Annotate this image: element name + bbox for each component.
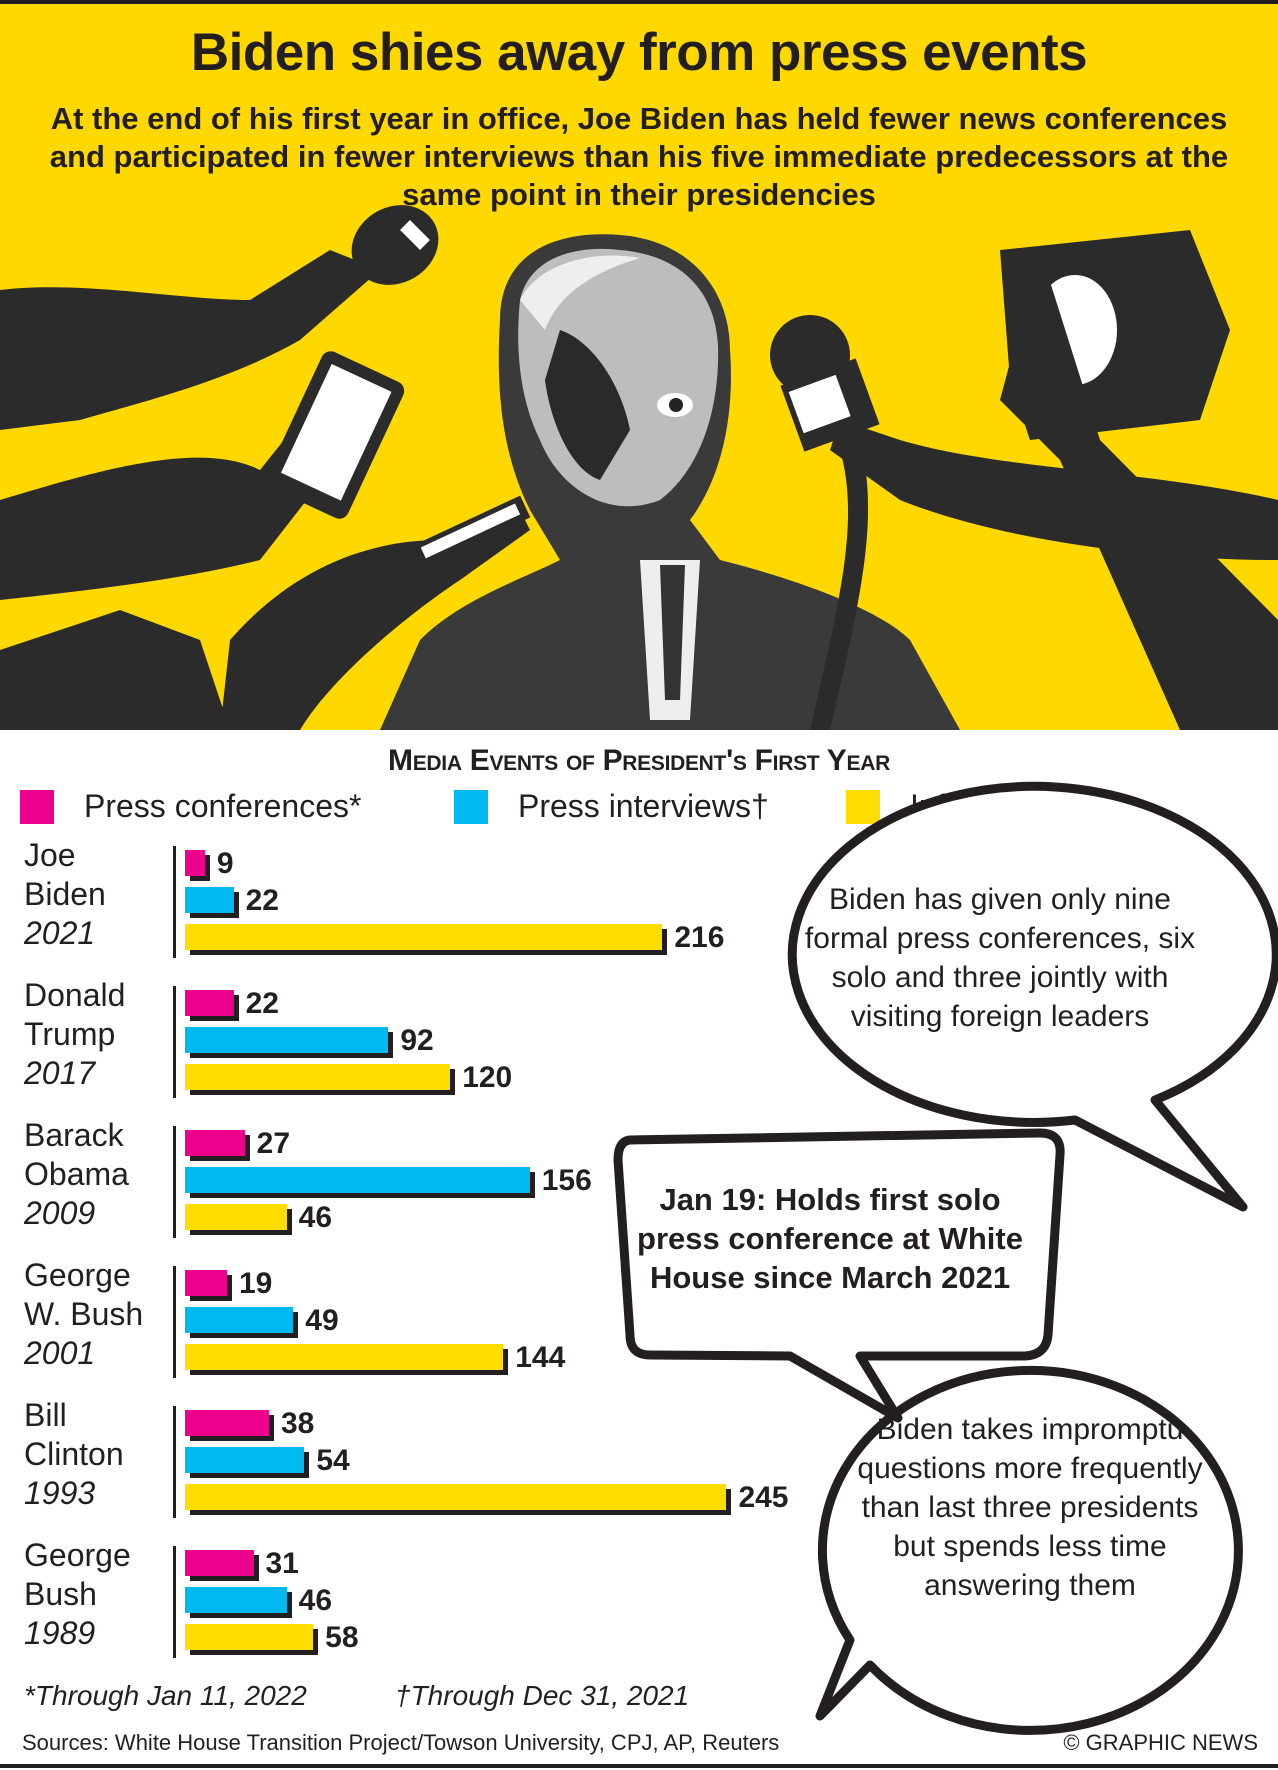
sources: Sources: White House Transition Project/…	[22, 1730, 780, 1755]
footnote-asterisk: *Through Jan 11, 2022	[24, 1680, 307, 1711]
legend-item-press-conferences: Press conferences*	[20, 788, 361, 825]
data-label: 156	[541, 1164, 592, 1197]
term-year: 1989	[24, 1615, 96, 1651]
page-subtitle: At the end of his first year in office, …	[49, 101, 1229, 212]
legend-label: Press conferences*	[84, 788, 362, 824]
bar-press-interviews	[185, 1307, 294, 1333]
legend-swatch	[454, 789, 488, 824]
bubble-middle-outline	[613, 1128, 1065, 1423]
president-name: George	[24, 1257, 131, 1293]
president-name: Joe	[24, 837, 76, 873]
category-label: Joe Biden 2021	[24, 836, 106, 953]
data-label: 9	[216, 847, 234, 880]
term-year: 1993	[24, 1475, 96, 1511]
bottom-rule	[0, 1764, 1278, 1768]
data-label: 54	[316, 1444, 350, 1477]
group-axis-line	[173, 846, 176, 958]
bar-press-conferences	[185, 1550, 254, 1576]
term-year: 2021	[24, 915, 96, 951]
group-axis-line	[173, 986, 176, 1098]
credit: © GRAPHIC NEWS	[1063, 1730, 1258, 1755]
page-title: Biden shies away from press events	[190, 23, 1088, 82]
data-label: 27	[256, 1127, 291, 1160]
president-name: Barack	[24, 1117, 124, 1153]
bar-press-conferences	[185, 990, 234, 1016]
data-label: 22	[245, 884, 279, 917]
bubble-bottom-text: Biden takes impromptu questions more fre…	[857, 1413, 1203, 1602]
press-illustration	[0, 205, 1278, 730]
president-name: Obama	[24, 1156, 129, 1192]
data-label: 31	[265, 1547, 299, 1580]
category-label: George W. Bush 2001	[24, 1256, 143, 1373]
group-axis-line	[173, 1406, 176, 1518]
term-year: 2017	[24, 1055, 96, 1091]
bubble-top-text: Biden has given only nine formal press c…	[804, 883, 1196, 1033]
bar-informal-qa	[185, 1624, 314, 1650]
president-name: Trump	[24, 1016, 116, 1052]
data-label: 46	[298, 1584, 333, 1617]
legend-swatch	[846, 789, 880, 824]
footnote-dagger: †Through Dec 31, 2021	[395, 1680, 690, 1711]
president-name: Bush	[24, 1576, 97, 1612]
bar-informal-qa	[185, 1064, 451, 1090]
bubble-bottom-outline	[815, 1365, 1243, 1735]
bar-press-interviews	[185, 887, 234, 913]
bar-informal-qa	[185, 1344, 504, 1370]
bar-informal-qa	[185, 924, 663, 950]
category-label: Barack Obama 2009	[24, 1116, 129, 1233]
header-illustration: Biden shies away from press events At th…	[0, 0, 1278, 730]
category-label: Bill Clinton 1993	[24, 1396, 124, 1513]
president-name: Biden	[24, 876, 106, 912]
bar-press-conferences	[185, 1270, 227, 1296]
bar-press-conferences	[185, 1130, 245, 1156]
data-label: 46	[298, 1201, 333, 1234]
legend-label: Press interviews†	[518, 788, 769, 824]
category-label: George Bush 1989	[24, 1536, 131, 1653]
president-name: Bill	[24, 1397, 67, 1433]
data-label: 58	[325, 1621, 359, 1654]
data-label: 19	[238, 1267, 273, 1300]
data-label: 245	[738, 1481, 789, 1514]
president-name: Clinton	[24, 1436, 124, 1472]
bar-informal-qa	[185, 1484, 727, 1510]
data-label: 38	[280, 1407, 315, 1440]
bar-press-conferences	[185, 1410, 269, 1436]
data-label: 22	[245, 987, 279, 1020]
bubble-top-outline	[787, 781, 1278, 1212]
bar-informal-qa	[185, 1204, 287, 1230]
data-label: 144	[515, 1341, 566, 1374]
bubble-middle-text: Jan 19: Holds first solo press conferenc…	[637, 1182, 1023, 1295]
data-label: 120	[462, 1061, 513, 1094]
group-axis-line	[173, 1546, 176, 1658]
bar-press-interviews	[185, 1587, 287, 1613]
bar-press-interviews	[185, 1027, 389, 1053]
chart-title: Media Events of President's First Year	[388, 744, 890, 777]
legend-item-press-interviews: Press interviews†	[454, 788, 769, 825]
president-name: W. Bush	[24, 1296, 144, 1332]
bar-press-interviews	[185, 1447, 305, 1473]
term-year: 2001	[24, 1335, 96, 1371]
bar-press-interviews	[185, 1167, 530, 1193]
data-label: 216	[674, 921, 725, 954]
data-label: 92	[400, 1024, 434, 1057]
top-rule	[0, 0, 1278, 4]
term-year: 2009	[24, 1195, 96, 1231]
president-name: Donald	[24, 977, 126, 1013]
president-name: George	[24, 1537, 131, 1573]
group-axis-line	[173, 1126, 176, 1238]
category-label: Donald Trump 2017	[24, 976, 125, 1093]
data-label: 49	[305, 1304, 339, 1337]
legend-swatch	[20, 789, 54, 824]
bar-press-conferences	[185, 850, 205, 876]
group-axis-line	[173, 1266, 176, 1378]
